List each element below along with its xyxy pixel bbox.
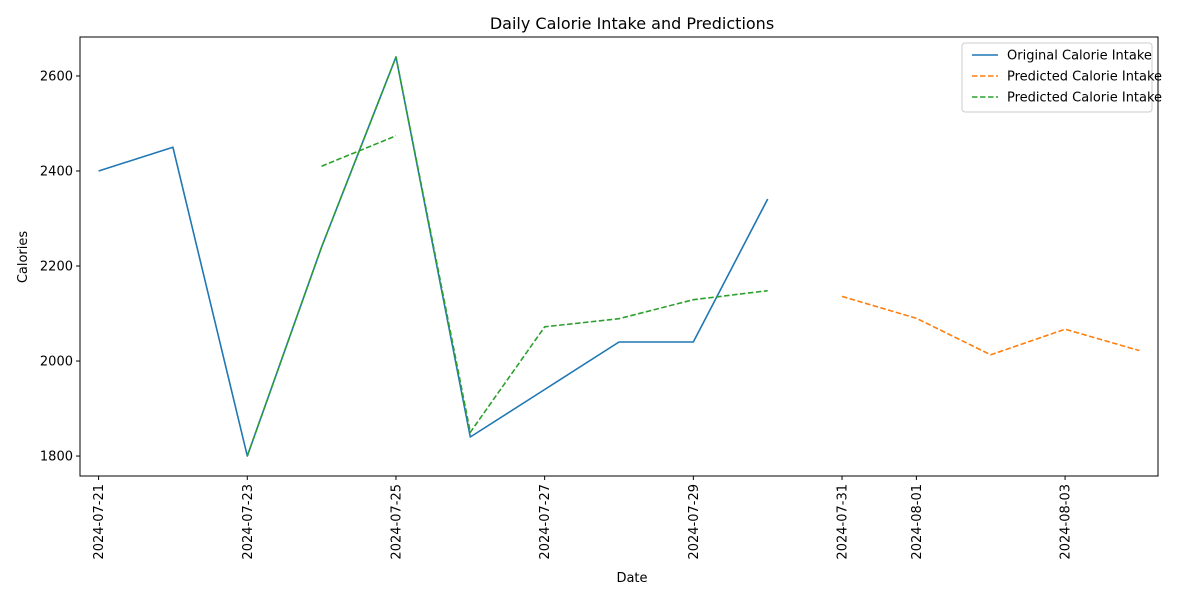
series-line-1 [841, 295, 1140, 356]
plot-frame [79, 36, 1159, 477]
y-tick-label: 2000 [40, 355, 73, 370]
legend-label: Original Calorie Intake [1007, 49, 1152, 64]
x-axis-label: Date [616, 571, 647, 586]
x-tick-label: 2024-08-03 [1059, 484, 1074, 560]
legend-label: Predicted Calorie Intake [1007, 91, 1162, 106]
y-axis-ticks: 1800 2000 2200 2400 2600 [40, 69, 80, 465]
x-tick-label: 2024-07-29 [687, 484, 702, 560]
series-line-3 [321, 135, 397, 167]
y-tick-label: 2400 [40, 164, 73, 179]
x-tick-label: 2024-07-25 [389, 484, 404, 560]
x-tick-label: 2024-07-23 [241, 484, 256, 560]
x-tick-label: 2024-07-27 [538, 484, 553, 560]
y-tick-label: 2200 [40, 260, 73, 275]
series-line-2 [246, 56, 768, 457]
y-tick-label: 1800 [40, 450, 73, 465]
y-axis-label: Calories [16, 231, 31, 284]
legend-label: Predicted Calorie Intake [1007, 70, 1162, 85]
x-tick-label: 2024-07-31 [836, 484, 851, 560]
plot-area [79, 36, 1159, 477]
y-tick-label: 2600 [40, 69, 73, 84]
x-tick-label: 2024-07-21 [92, 484, 107, 560]
chart-title: Daily Calorie Intake and Predictions [490, 14, 774, 33]
x-tick-label: 2024-08-01 [910, 484, 925, 560]
series-layer [98, 56, 1140, 457]
legend: Original Calorie Intake Predicted Calorie… [961, 42, 1162, 113]
x-axis-ticks: 2024-07-21 2024-07-23 2024-07-25 2024-07-27… [92, 476, 1074, 560]
legend-frame [961, 42, 1153, 113]
series-line-0 [98, 56, 769, 457]
